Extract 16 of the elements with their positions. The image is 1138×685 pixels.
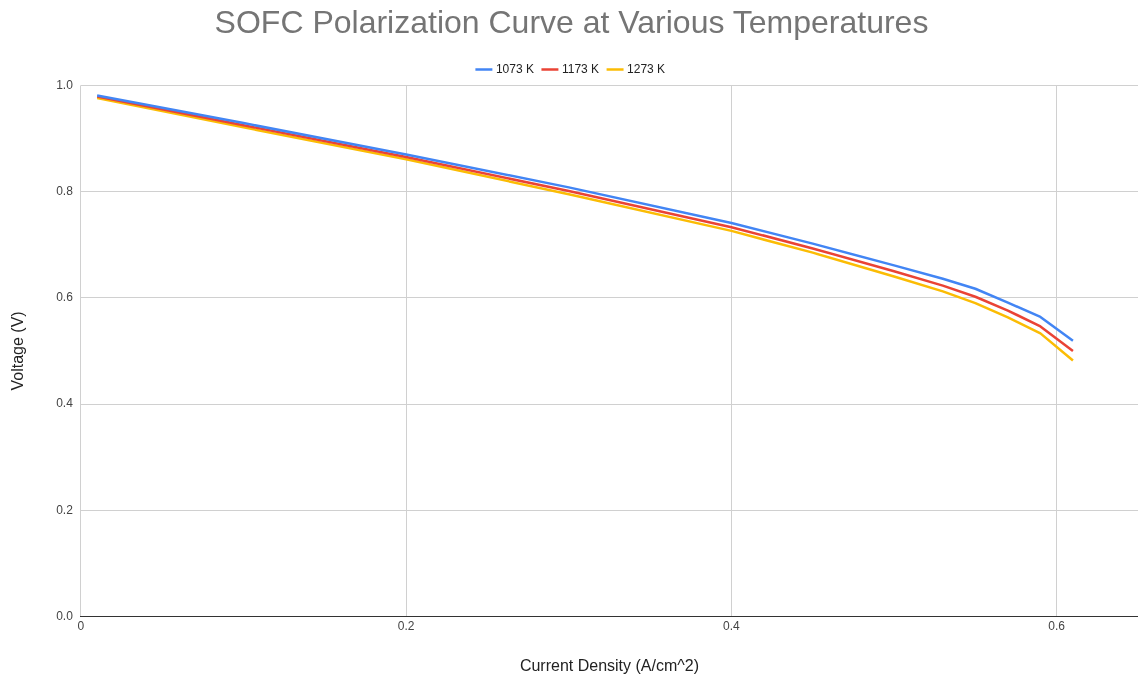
legend-label: 1173 K — [561, 61, 600, 76]
y-tick-label: 0.4 — [56, 396, 74, 411]
x-tick-label: 0 — [77, 618, 85, 633]
legend-label: 1073 K — [495, 61, 534, 76]
x-tick-label: 0.6 — [1048, 618, 1066, 633]
y-tick-label: 0.8 — [56, 183, 74, 198]
y-tick-label: 0.2 — [56, 502, 74, 517]
y-tick-label: 0.6 — [56, 290, 74, 305]
x-tick-label: 0.2 — [397, 618, 415, 633]
legend-label: 1273 K — [627, 61, 666, 76]
x-tick-label: 0.4 — [723, 618, 741, 633]
y-tick-label: 0.0 — [56, 608, 74, 623]
y-tick-label: 1.0 — [56, 77, 74, 92]
y-axis-title: Voltage (V) — [9, 311, 27, 391]
chart-title: SOFC Polarization Curve at Various Temperatures — [214, 4, 929, 41]
x-axis-title: Current Density (A/cm^2) — [519, 656, 699, 674]
